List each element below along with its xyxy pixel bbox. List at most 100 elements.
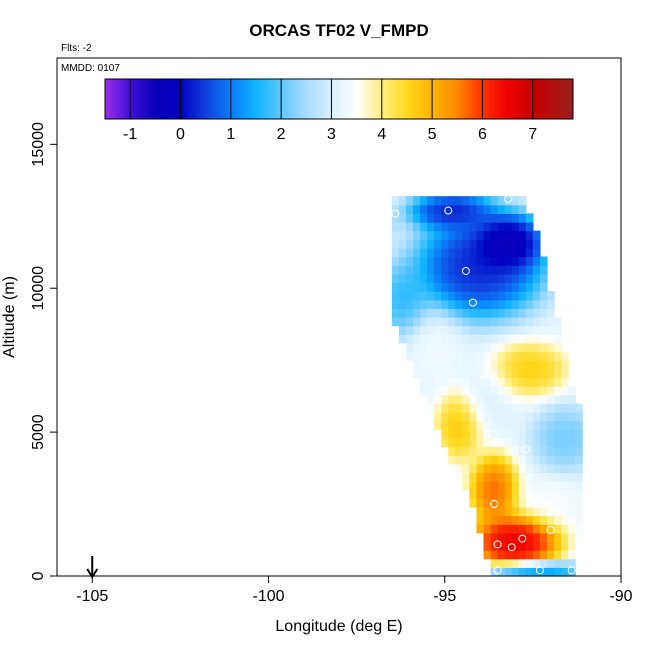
field-cell [398,196,407,206]
field-cell [476,524,485,534]
field-cell [490,334,499,344]
field-cell [497,273,506,284]
field-cell [455,213,463,223]
field-cell [462,265,471,275]
field-cell [490,429,499,439]
field-cell [518,334,527,344]
field-cell [405,308,414,318]
field-cell [448,411,456,422]
field-cell [525,282,534,292]
field-cell [448,446,456,456]
field-cell [511,489,520,499]
field-cell [434,247,442,258]
field-cell [532,463,541,473]
field-cell [568,472,576,482]
field-cell [497,247,506,258]
colorbar-ticks: -1 0 1 2 3 4 5 6 7 [123,79,537,143]
field-cell [497,230,506,240]
sample-point [504,195,513,204]
field-cell [504,481,513,491]
field-cell [483,411,492,422]
field-cell [441,351,449,361]
field-cell [448,256,456,266]
field-cell [497,196,506,206]
field-cell [441,437,449,448]
field-cell [441,308,449,318]
field-cell [511,256,520,266]
field-cell [546,377,555,387]
field-cell [532,515,541,525]
field-cell [511,532,520,543]
field-cell [532,351,541,361]
field-cell [568,429,576,439]
field-cell [483,472,492,482]
field-cell [568,446,576,456]
field-cell [391,273,400,284]
field-cell [448,325,456,335]
field-cell [469,394,478,404]
field-cell [448,299,456,309]
field-cell [420,256,428,266]
field-cell [490,265,499,275]
field-cell [575,506,583,517]
field-cell [427,291,435,301]
field-cell [469,239,478,249]
field-cell [575,515,583,525]
field-cell [413,282,421,292]
field-cell [561,532,569,543]
sample-point [479,370,488,379]
field-cell [455,377,463,387]
field-cell [554,550,562,560]
field-cell [441,222,449,232]
field-cell [455,420,463,430]
field-cell [476,204,485,214]
field-cell [413,213,421,223]
field-cell [448,429,456,439]
field-cell [490,273,499,284]
field-cell [554,342,562,353]
field-cell [546,489,555,499]
field-cell [427,334,435,344]
field-cell [546,394,555,404]
flights-note: Flts: -2 [61,43,92,54]
field-cell [539,386,548,396]
field-cell [532,498,541,508]
field-cell [434,265,442,275]
field-cell [455,196,463,206]
field-cell [504,455,513,465]
field-cell [554,472,562,482]
field-cell [525,317,534,327]
field-cell [441,273,449,284]
field-cell [532,524,541,534]
field-cell [504,567,513,577]
field-cell [504,386,513,396]
field-cell [497,506,506,517]
field-cell [490,532,499,543]
field-cell [511,368,520,379]
field-cell [511,394,520,404]
field-cell [441,299,449,309]
field-cell [554,506,562,517]
field-cell [539,437,548,448]
field-cell [490,256,499,266]
field-cell [483,360,492,370]
field-cell [413,351,421,361]
field-cell [518,213,527,223]
field-cell [434,213,442,223]
field-cell [554,481,562,491]
field-cell [462,386,471,396]
sample-point [567,566,576,575]
field-cell [554,489,562,499]
sample-point [461,266,470,275]
field-cell [448,196,456,206]
field-cell [532,299,541,309]
field-cell [476,386,485,396]
field-cell [561,386,569,396]
field-cell [497,325,506,335]
field-cell [420,265,428,275]
field-cell [497,239,506,249]
field-cell [469,429,478,439]
field-cell [469,204,478,214]
field-cell [546,550,555,560]
field-cell [532,247,541,258]
